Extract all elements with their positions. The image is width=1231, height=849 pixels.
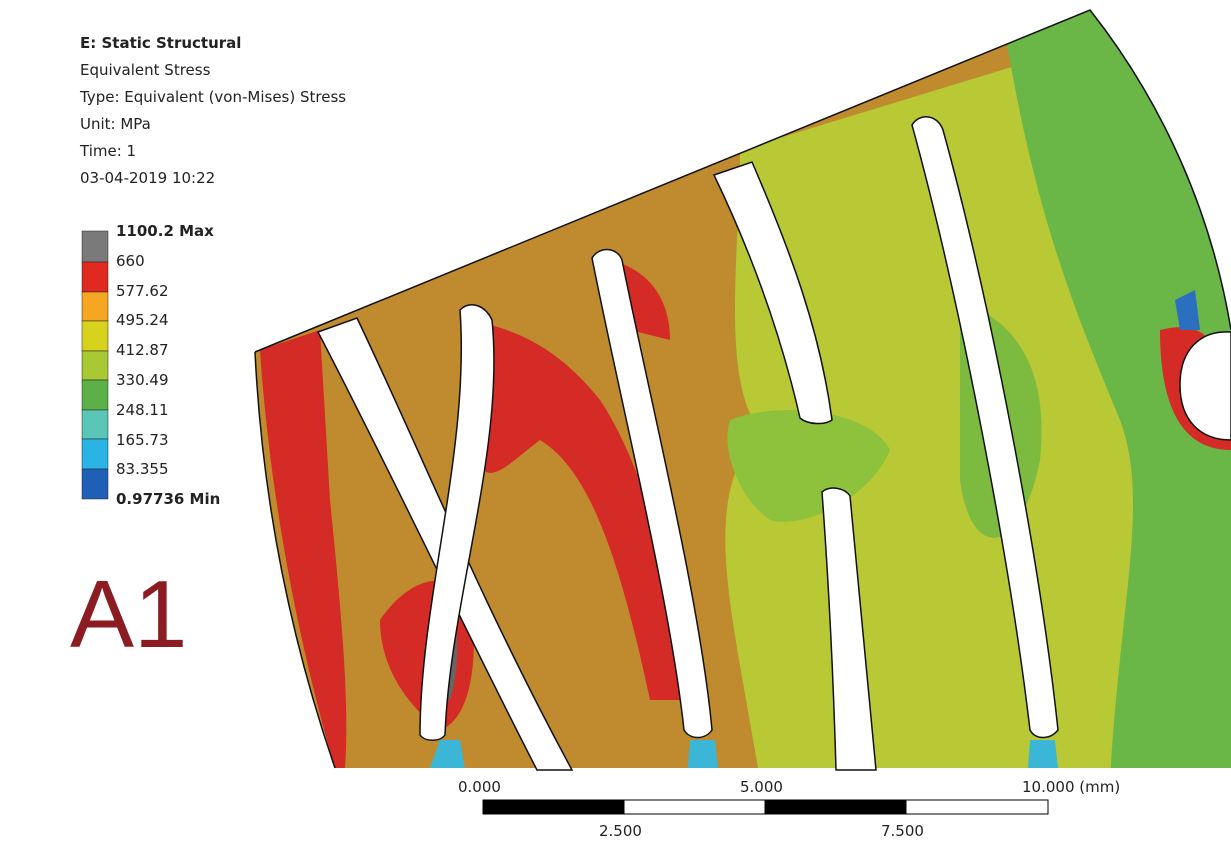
legend-label: 0.97736 Min (116, 490, 220, 508)
header-line: Equivalent Stress (80, 61, 210, 79)
contour-plot (250, 0, 1231, 780)
scale-bar (483, 800, 1048, 814)
legend-label: 165.73 (116, 431, 169, 449)
scale-label: 5.000 (740, 778, 783, 796)
scale-label: 7.500 (881, 822, 924, 840)
title: E: Static Structural (80, 34, 241, 52)
legend-label: 1100.2 Max (116, 222, 214, 240)
legend-label: 248.11 (116, 401, 169, 419)
scale-label: 2.500 (599, 822, 642, 840)
legend-bands (82, 231, 108, 499)
header-line: Unit: MPa (80, 115, 151, 133)
legend-label: 660 (116, 252, 145, 270)
header-line: Time: 1 (80, 142, 136, 160)
legend-label: 83.355 (116, 460, 169, 478)
scale-label: 0.000 (458, 778, 501, 796)
scale-label: 10.000 (mm) (1022, 778, 1120, 796)
result-view (0, 0, 1231, 849)
legend-label: 330.49 (116, 371, 169, 389)
page: {"header": {"title": "E: Static Structur… (0, 0, 1231, 849)
legend-label: 412.87 (116, 341, 169, 359)
header-line: 03-04-2019 10:22 (80, 169, 215, 187)
header-line: Type: Equivalent (von-Mises) Stress (80, 88, 346, 106)
figure-label: A1 (70, 560, 187, 670)
legend-label: 577.62 (116, 282, 169, 300)
legend-label: 495.24 (116, 311, 169, 329)
